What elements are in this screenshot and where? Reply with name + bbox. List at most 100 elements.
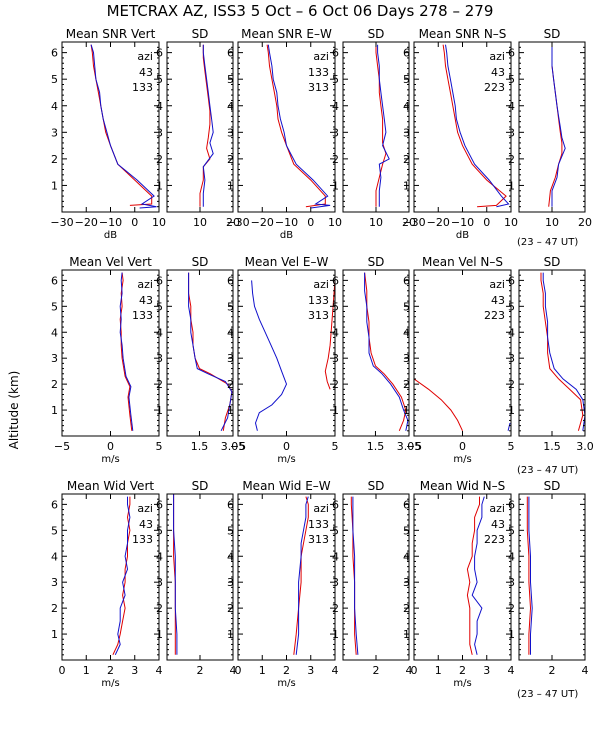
legend-header: azi bbox=[313, 278, 329, 291]
x-tick-label: 0 bbox=[235, 664, 242, 677]
y-tick-label: 2 bbox=[227, 378, 234, 391]
y-tick-label: 3 bbox=[403, 352, 410, 365]
x-tick-label: 10 bbox=[545, 216, 559, 229]
x-tick-label: −30 bbox=[402, 216, 425, 229]
series-line-313 bbox=[377, 44, 390, 207]
series-line-133 bbox=[119, 272, 134, 431]
series-group bbox=[173, 494, 178, 655]
legend-entry: 43 bbox=[491, 518, 505, 531]
x-tick-label: 1 bbox=[83, 664, 90, 677]
panel-title: SD bbox=[192, 255, 209, 269]
y-tick-label: 6 bbox=[156, 47, 163, 60]
legend-entry: 313 bbox=[308, 81, 329, 94]
x-axis-label: m/s bbox=[101, 454, 119, 465]
legend-header: azi bbox=[489, 50, 505, 63]
y-tick-label: 2 bbox=[332, 378, 339, 391]
series-group bbox=[442, 44, 510, 208]
legend-entry: 223 bbox=[484, 309, 505, 322]
y-tick-label: 1 bbox=[51, 404, 58, 417]
y-tick-label: 4 bbox=[508, 100, 515, 113]
x-tick-label: 0 bbox=[131, 216, 138, 229]
y-tick-label: 1 bbox=[51, 628, 58, 641]
y-tick-label: 4 bbox=[156, 326, 163, 339]
legend-entry: 43 bbox=[491, 294, 505, 307]
y-tick-label: 4 bbox=[51, 326, 58, 339]
y-tick-label: 2 bbox=[508, 602, 515, 615]
y-tick-label: 4 bbox=[332, 550, 339, 563]
y-tick-label: 5 bbox=[332, 300, 339, 313]
y-tick-label: 5 bbox=[156, 73, 163, 86]
figure-title: METCRAX AZ, ISS3 5 Oct – 6 Oct 06 Days 2… bbox=[107, 2, 494, 20]
x-axis-label: m/s bbox=[453, 454, 471, 465]
y-tick-label: 1 bbox=[508, 179, 515, 192]
x-tick-label: 0 bbox=[59, 664, 66, 677]
y-tick-label: 1 bbox=[332, 628, 339, 641]
x-axis-label: m/s bbox=[453, 678, 471, 689]
y-tick-label: 4 bbox=[508, 326, 515, 339]
y-tick-label: 2 bbox=[332, 153, 339, 166]
y-axis-label: Altitude (km) bbox=[7, 371, 21, 450]
y-tick-label: 5 bbox=[51, 73, 58, 86]
series-line-223 bbox=[507, 422, 511, 431]
y-tick-label: 2 bbox=[508, 378, 515, 391]
x-tick-label: 2 bbox=[283, 664, 290, 677]
x-tick-label: 20 bbox=[226, 216, 240, 229]
legend-entry: 43 bbox=[139, 66, 153, 79]
x-tick-label: 10 bbox=[152, 216, 166, 229]
x-axis-label: dB bbox=[104, 230, 117, 241]
x-tick-label: 10 bbox=[369, 216, 383, 229]
x-tick-label: 4 bbox=[406, 664, 413, 677]
y-tick-label: 3 bbox=[403, 576, 410, 589]
y-tick-label: 2 bbox=[403, 378, 410, 391]
y-tick-label: 5 bbox=[332, 524, 339, 537]
x-tick-label: 2 bbox=[549, 664, 556, 677]
legend-header: azi bbox=[137, 502, 153, 515]
y-tick-label: 3 bbox=[51, 126, 58, 139]
series-line-133 bbox=[364, 272, 407, 431]
y-tick-label: 3 bbox=[508, 352, 515, 365]
y-tick-label: 2 bbox=[403, 153, 410, 166]
panel-15: Mean Wid E–W 1 2 3 4 5 6 0 1 2 3 4 m/s azi 133 313 bbox=[227, 479, 339, 689]
y-tick-label: 2 bbox=[156, 602, 163, 615]
series-line-313 bbox=[295, 496, 309, 655]
panel-title: Mean SNR E–W bbox=[241, 27, 332, 41]
x-tick-label: 1.5 bbox=[191, 440, 209, 453]
legend-entry: 43 bbox=[139, 518, 153, 531]
y-tick-label: 4 bbox=[227, 100, 234, 113]
panel-title: Mean Wid N–S bbox=[420, 479, 505, 493]
panel-title: Mean SNR N–S bbox=[419, 27, 507, 41]
x-tick-label: 3 bbox=[307, 664, 314, 677]
x-tick-label: 4 bbox=[332, 664, 339, 677]
series-line-43 bbox=[90, 44, 153, 206]
legend-entry: 223 bbox=[484, 533, 505, 546]
legend-header: azi bbox=[137, 50, 153, 63]
panel-frame bbox=[166, 269, 234, 437]
x-axis-label: dB bbox=[280, 230, 293, 241]
x-axis-label: m/s bbox=[101, 678, 119, 689]
y-tick-label: 3 bbox=[403, 126, 410, 139]
x-tick-label: 3 bbox=[131, 664, 138, 677]
y-tick-label: 6 bbox=[403, 274, 410, 287]
series-line-313 bbox=[251, 280, 288, 431]
series-line-43 bbox=[414, 378, 463, 432]
y-tick-label: 1 bbox=[403, 404, 410, 417]
x-tick-label: 1 bbox=[435, 664, 442, 677]
y-tick-label: 1 bbox=[156, 628, 163, 641]
y-tick-label: 1 bbox=[156, 179, 163, 192]
x-tick-label: 20 bbox=[578, 216, 592, 229]
panel-title: SD bbox=[192, 479, 209, 493]
y-tick-label: 4 bbox=[332, 100, 339, 113]
series-line-313 bbox=[352, 496, 359, 655]
series-line-223 bbox=[445, 44, 510, 208]
x-tick-label: 0 bbox=[283, 440, 290, 453]
panel-title: SD bbox=[192, 27, 209, 41]
y-tick-label: 3 bbox=[227, 352, 234, 365]
series-line-133 bbox=[375, 44, 387, 207]
x-tick-label: 0 bbox=[483, 216, 490, 229]
y-tick-label: 6 bbox=[227, 274, 234, 287]
time-note-row1: (23 – 47 UT) bbox=[517, 237, 578, 248]
y-tick-label: 3 bbox=[156, 352, 163, 365]
y-tick-label: 6 bbox=[508, 274, 515, 287]
panel-14: SD 1 2 3 4 5 6 2 4 bbox=[156, 479, 237, 677]
